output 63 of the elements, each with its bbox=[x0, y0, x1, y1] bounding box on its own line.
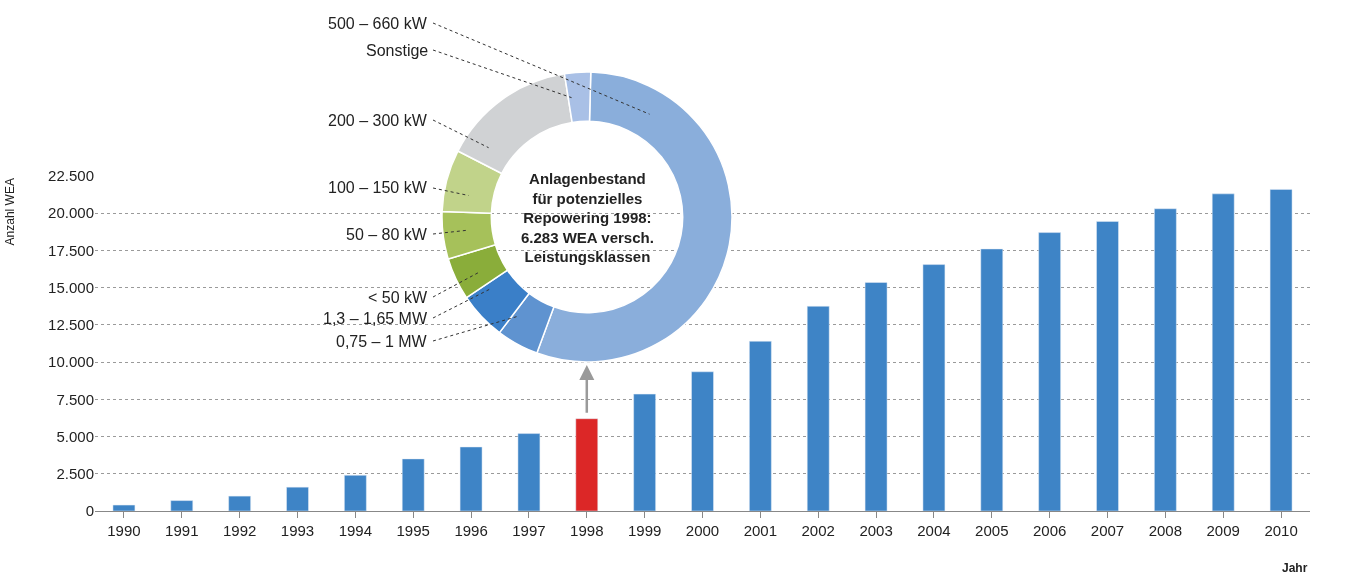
bar bbox=[517, 433, 541, 511]
bar bbox=[401, 458, 425, 511]
bar bbox=[749, 341, 772, 511]
y-tick-label: 5.000 bbox=[56, 427, 94, 445]
x-tick-label: 2004 bbox=[917, 522, 951, 539]
slice-label: 200 – 300 kW bbox=[328, 112, 428, 129]
bar bbox=[1211, 193, 1235, 511]
bar bbox=[170, 500, 194, 511]
y-tick-label: 10.000 bbox=[48, 353, 94, 371]
bar bbox=[1096, 221, 1119, 511]
x-tick-label: 1999 bbox=[627, 522, 662, 539]
x-tick-label: 2008 bbox=[1148, 522, 1183, 539]
x-tick-label: 2002 bbox=[801, 522, 835, 539]
bar bbox=[575, 418, 599, 511]
y-tick-label: 17.500 bbox=[48, 241, 94, 259]
text: Anlagenbestand für potenzielles Repowering 1998: 6.283 WEA versch. Leistungsklassen bbox=[521, 170, 654, 265]
slice-label: 0,75 – 1 MW bbox=[336, 333, 428, 350]
bar bbox=[691, 371, 714, 511]
slice-label: 500 – 660 kW bbox=[328, 15, 428, 32]
x-tick-label: 2000 bbox=[685, 522, 720, 539]
x-axis-title: Jahr bbox=[1282, 561, 1308, 575]
x-tick-label: 2007 bbox=[1090, 522, 1125, 539]
y-tick-label: 0 bbox=[85, 502, 94, 520]
bar bbox=[286, 486, 309, 511]
y-tick-label: 22.500 bbox=[48, 167, 94, 185]
bar bbox=[1269, 189, 1293, 511]
x-tick-label: 1995 bbox=[396, 522, 430, 539]
bar bbox=[459, 446, 483, 511]
bar bbox=[922, 264, 946, 511]
x-tick-label: 2003 bbox=[859, 522, 893, 539]
x-tick-label: 1998 bbox=[570, 522, 604, 539]
bar bbox=[1154, 208, 1177, 511]
x-tick-label: 1996 bbox=[454, 522, 488, 539]
bar bbox=[864, 282, 888, 511]
bar bbox=[112, 504, 136, 511]
x-tick-label: 1994 bbox=[338, 522, 373, 539]
x-tick-label: 1997 bbox=[512, 522, 546, 539]
x-tick-label: 2009 bbox=[1206, 522, 1240, 539]
slice-label: 1,3 – 1,65 MW bbox=[323, 310, 428, 327]
x-tick-label: 2005 bbox=[975, 522, 1009, 539]
y-tick-label: 7.500 bbox=[56, 390, 94, 408]
x-tick-label: 1992 bbox=[222, 522, 257, 539]
y-axis-title: Anzahl WEA bbox=[3, 178, 18, 246]
x-tick-label: 2006 bbox=[1032, 522, 1067, 539]
x-tick-label: 1993 bbox=[280, 522, 315, 539]
bar bbox=[633, 393, 656, 511]
slice-label: 100 – 150 kW bbox=[328, 179, 428, 196]
x-tick-label: 1990 bbox=[107, 522, 141, 539]
bar bbox=[980, 248, 1004, 511]
y-tick-label: 12.500 bbox=[48, 316, 94, 334]
bar bbox=[228, 495, 251, 511]
slice-label: 50 – 80 kW bbox=[346, 226, 428, 243]
y-tick-label: 20.000 bbox=[48, 204, 94, 222]
x-tick-label: 2010 bbox=[1264, 522, 1298, 539]
slice-label: Sonstige bbox=[366, 42, 429, 59]
slice-label: < 50 kW bbox=[368, 289, 429, 306]
bar bbox=[1038, 232, 1061, 511]
bar bbox=[806, 306, 830, 511]
bar bbox=[344, 475, 367, 511]
y-tick-label: 2.500 bbox=[56, 465, 94, 483]
x-tick-label: 1991 bbox=[165, 522, 199, 539]
y-tick-label: 15.000 bbox=[48, 278, 94, 296]
x-tick-label: 2001 bbox=[743, 522, 778, 539]
